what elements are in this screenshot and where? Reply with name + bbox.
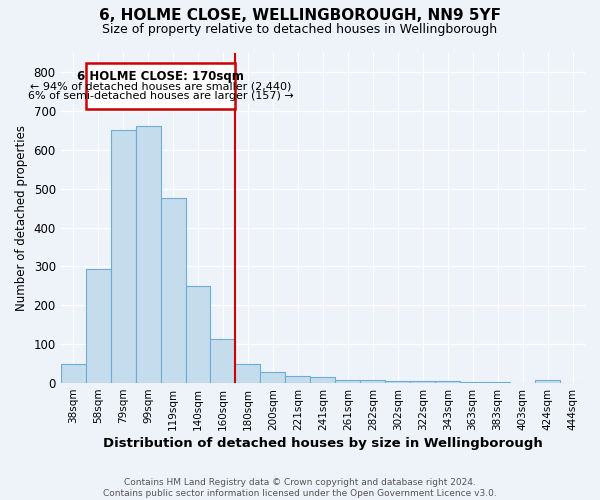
FancyBboxPatch shape xyxy=(86,63,235,108)
Bar xyxy=(110,130,136,383)
Bar xyxy=(535,380,560,383)
Bar xyxy=(185,286,211,383)
Text: Size of property relative to detached houses in Wellingborough: Size of property relative to detached ho… xyxy=(103,22,497,36)
Bar xyxy=(86,269,110,383)
Text: 6, HOLME CLOSE, WELLINGBOROUGH, NN9 5YF: 6, HOLME CLOSE, WELLINGBOROUGH, NN9 5YF xyxy=(99,8,501,22)
Bar xyxy=(235,364,260,383)
Bar xyxy=(136,126,161,383)
Bar xyxy=(435,381,460,383)
Text: 6 HOLME CLOSE: 170sqm: 6 HOLME CLOSE: 170sqm xyxy=(77,70,244,84)
Y-axis label: Number of detached properties: Number of detached properties xyxy=(15,125,28,311)
Bar xyxy=(211,338,235,383)
Bar xyxy=(335,380,360,383)
Text: ← 94% of detached houses are smaller (2,440): ← 94% of detached houses are smaller (2,… xyxy=(30,82,291,92)
Bar xyxy=(161,198,185,383)
Bar xyxy=(385,380,410,383)
Bar xyxy=(460,382,485,383)
X-axis label: Distribution of detached houses by size in Wellingborough: Distribution of detached houses by size … xyxy=(103,437,543,450)
Bar xyxy=(410,381,435,383)
Text: Contains HM Land Registry data © Crown copyright and database right 2024.
Contai: Contains HM Land Registry data © Crown c… xyxy=(103,478,497,498)
Bar xyxy=(61,364,86,383)
Text: 6% of semi-detached houses are larger (157) →: 6% of semi-detached houses are larger (1… xyxy=(28,91,293,101)
Bar xyxy=(310,377,335,383)
Bar xyxy=(260,372,286,383)
Bar xyxy=(286,376,310,383)
Bar xyxy=(485,382,510,383)
Bar xyxy=(360,380,385,383)
